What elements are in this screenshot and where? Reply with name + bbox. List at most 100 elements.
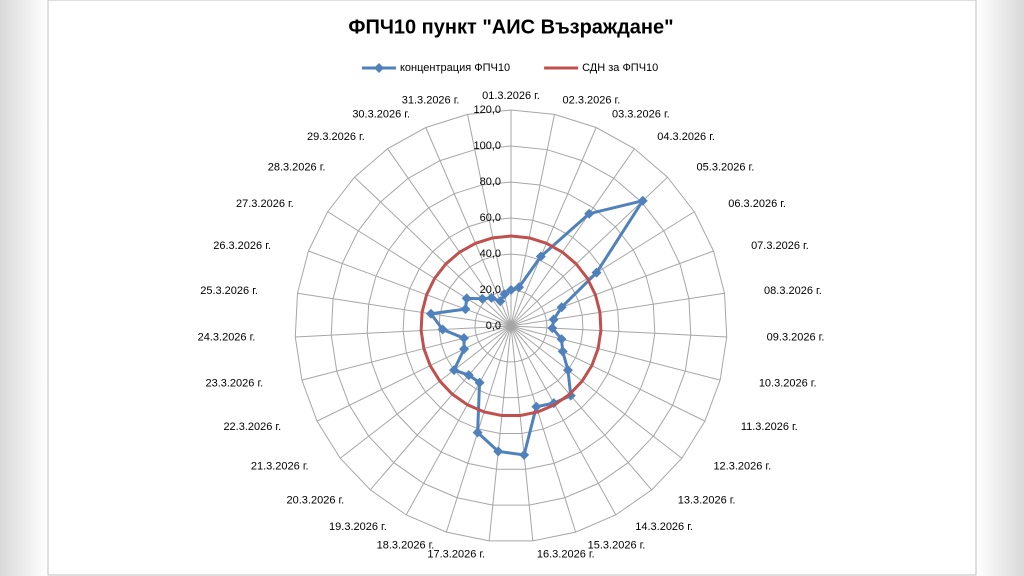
spoke <box>425 127 512 327</box>
axis-tick-label: 60,0 <box>480 212 501 224</box>
category-label: 11.3.2026 г. <box>741 421 798 433</box>
spoke <box>510 325 577 533</box>
grid-ring <box>474 289 548 363</box>
spoke <box>510 325 683 459</box>
spoke <box>295 325 512 338</box>
spoke <box>301 325 512 381</box>
spoke <box>327 211 512 327</box>
spoke <box>510 325 727 338</box>
data-point <box>557 346 568 357</box>
spoke <box>510 148 635 327</box>
spoke <box>510 127 597 327</box>
category-label: 30.3.2026 г. <box>352 109 410 121</box>
category-label: 06.3.2026 г. <box>728 198 786 210</box>
category-label: 09.3.2026 г. <box>767 332 825 344</box>
spoke <box>308 250 512 327</box>
grid-ring <box>438 253 584 399</box>
data-point <box>565 390 576 401</box>
category-label: 18.3.2026 г. <box>377 539 435 551</box>
category-label: 05.3.2026 г. <box>697 161 755 173</box>
data-point <box>458 333 469 344</box>
data-point <box>461 293 472 304</box>
category-label: 17.3.2026 г. <box>427 549 485 561</box>
spoke <box>297 292 512 327</box>
spoke <box>488 325 512 541</box>
axis-tick-label: 0,0 <box>486 320 501 332</box>
data-point <box>637 195 648 206</box>
spoke <box>405 325 512 516</box>
category-label: 23.3.2026 г. <box>205 378 263 390</box>
category-label: 24.3.2026 г. <box>198 332 256 344</box>
series-line <box>419 234 603 418</box>
category-label: 10.3.2026 г. <box>759 378 817 390</box>
legend-label: СДН за ФПЧ10 <box>582 62 658 74</box>
data-point <box>437 324 448 335</box>
data-point <box>547 323 558 334</box>
category-label: 03.3.2026 г. <box>612 109 670 121</box>
data-point <box>562 365 573 376</box>
axis-tick-label: 20,0 <box>480 284 501 296</box>
grid-ring <box>294 109 728 542</box>
spoke <box>510 292 725 327</box>
data-point <box>493 446 504 457</box>
category-label: 14.3.2026 г. <box>635 521 693 533</box>
category-label: 25.3.2026 г. <box>200 285 258 297</box>
spoke <box>510 325 706 422</box>
grid-ring <box>402 217 620 434</box>
category-label: 27.3.2026 г. <box>236 198 294 210</box>
data-point <box>449 365 460 376</box>
data-point <box>519 449 530 460</box>
spoke <box>339 325 512 459</box>
data-point <box>486 292 497 303</box>
legend-marker <box>374 63 384 73</box>
spoke <box>510 325 653 491</box>
category-label: 26.3.2026 г. <box>213 240 271 252</box>
category-label: 28.3.2026 г. <box>268 161 326 173</box>
category-label: 12.3.2026 г. <box>713 461 771 473</box>
category-label: 08.3.2026 г. <box>764 285 822 297</box>
data-point <box>548 314 559 325</box>
category-label: 07.3.2026 г. <box>751 240 809 252</box>
data-point <box>472 427 483 438</box>
axis-tick-label: 40,0 <box>480 248 501 260</box>
category-label: 31.3.2026 г. <box>402 95 460 107</box>
data-point <box>584 208 595 219</box>
category-label: 19.3.2026 г. <box>329 521 387 533</box>
data-point <box>463 370 474 381</box>
category-label: 20.3.2026 г. <box>287 494 345 506</box>
category-label: 04.3.2026 г. <box>657 131 715 143</box>
category-label: 01.3.2026 г. <box>482 90 540 102</box>
data-point <box>499 289 510 300</box>
data-point <box>477 293 488 304</box>
spoke <box>510 211 695 327</box>
category-label: 13.3.2026 г. <box>678 494 736 506</box>
category-label: 29.3.2026 г. <box>307 131 365 143</box>
spoke <box>510 325 721 381</box>
spoke <box>369 325 512 491</box>
grid-ring <box>330 145 692 506</box>
category-label: 22.3.2026 г. <box>223 421 281 433</box>
axis-tick-label: 120,0 <box>473 104 501 116</box>
data-point <box>506 285 516 295</box>
data-point <box>513 282 524 293</box>
axis-tick-label: 100,0 <box>473 140 501 152</box>
data-point <box>460 304 471 315</box>
chart-title: ФПЧ10 пункт "АИС Възраждане" <box>348 16 673 38</box>
spoke <box>510 325 534 541</box>
category-label: 02.3.2026 г. <box>563 95 621 107</box>
data-point <box>474 377 485 388</box>
data-point <box>459 343 470 354</box>
data-point <box>556 302 567 313</box>
data-point <box>535 251 546 262</box>
axis-tick-label: 80,0 <box>480 176 501 188</box>
data-point <box>591 267 602 278</box>
category-label: 15.3.2026 г. <box>588 539 646 551</box>
grid-ring <box>366 181 656 470</box>
data-point <box>531 401 542 412</box>
category-label: 21.3.2026 г. <box>251 461 309 473</box>
data-point <box>495 296 506 307</box>
spoke <box>510 250 714 327</box>
legend-label: концентрация ФПЧ10 <box>400 62 510 74</box>
